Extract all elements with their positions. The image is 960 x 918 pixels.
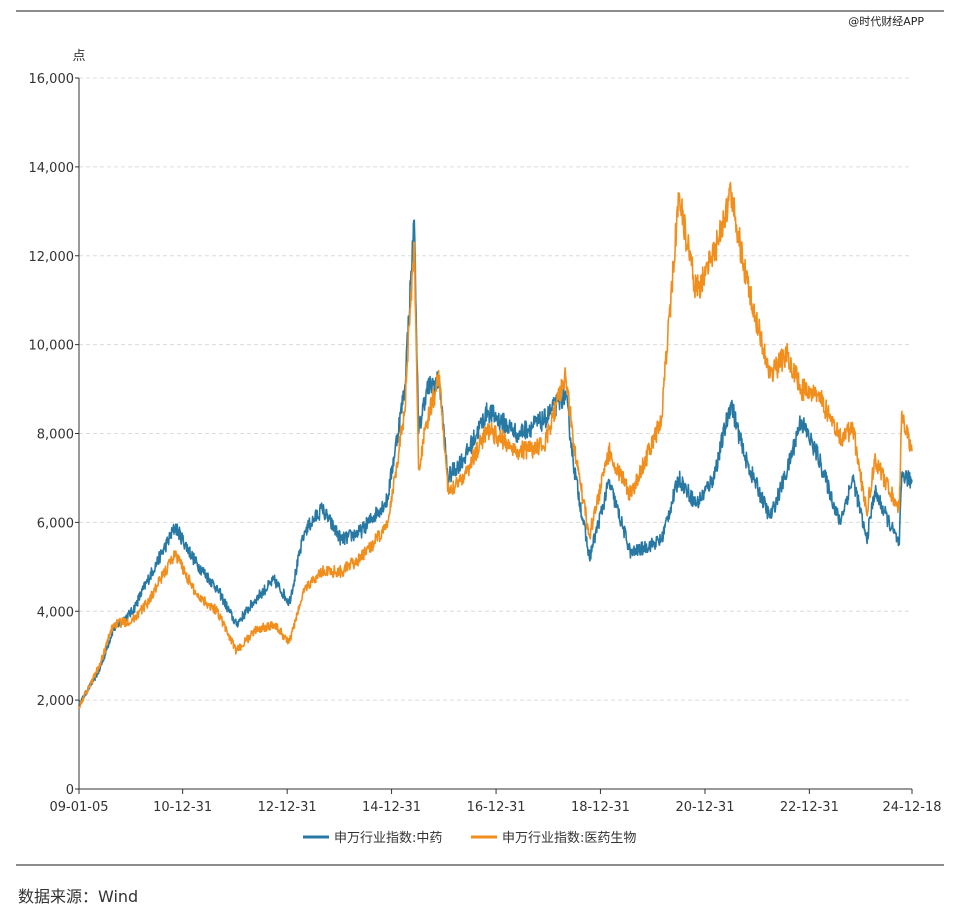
axes: 0 2,000 4,000 6,000 8,000 10,000 12,000 14,000 1… [29,72,942,815]
y-tick-label: 4,000 [37,605,74,620]
series-layer [78,181,913,709]
grid-lines [79,77,912,701]
y-tick-label: 16,000 [29,72,75,87]
x-tick-label: 09-01-05 [49,800,108,815]
series-line-1 [78,219,913,706]
y-tick-label: 6,000 [37,516,74,531]
y-tick-label: 10,000 [29,339,75,354]
legend-label: 申万行业指数:中药 [334,831,442,846]
legend-item-1: 申万行业指数:中药 [303,831,442,846]
x-tick-label: 10-12-31 [153,800,212,815]
x-tick-label: 16-12-31 [467,800,526,815]
source-note: 数据来源：Wind [18,887,139,906]
x-tick-label: 22-12-31 [780,800,839,815]
top-rule [16,10,944,12]
watermark: @时代财经APP [848,15,924,28]
series-line-2 [78,181,913,709]
y-tick-label: 12,000 [29,250,75,265]
legend-item-2: 申万行业指数:医药生物 [471,831,636,846]
x-tick-label: 24-12-18 [882,800,941,815]
y-tick-label: 2,000 [37,694,74,709]
legend-label: 申万行业指数:医药生物 [502,831,636,846]
x-tick-label: 20-12-31 [675,800,734,815]
y-tick-label: 0 [66,783,74,798]
y-tick-label: 8,000 [37,428,74,443]
x-tick-label: 18-12-31 [571,800,630,815]
legend: 申万行业指数:中药 申万行业指数:医药生物 [303,831,636,846]
y-axis-label: 点 [72,49,85,64]
x-tick-label: 12-12-31 [258,800,317,815]
y-tick-label: 14,000 [29,161,75,176]
x-tick-label: 14-12-31 [362,800,421,815]
bottom-rule [16,864,944,866]
